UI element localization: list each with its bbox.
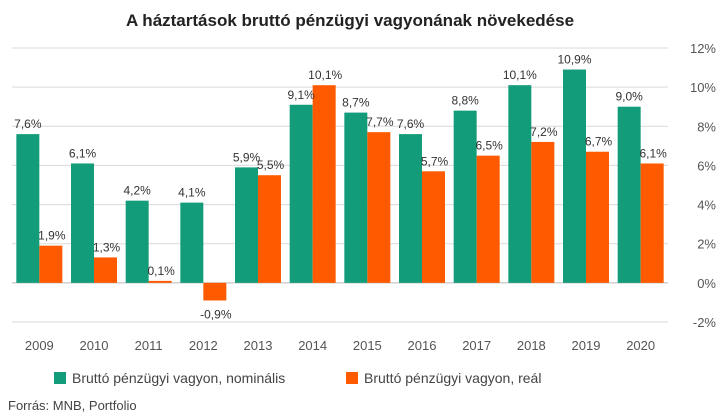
chart-title: A háztartások bruttó pénzügyi vagyonának… [126,11,574,30]
data-label: 5,5% [257,158,285,172]
bar [344,112,368,283]
y-tick-label: 2% [697,237,716,252]
bar [125,200,149,283]
bar [399,134,422,283]
y-axis-ticks: -2% 0% 2% 4% 6% 8% 10% 12% [690,41,716,330]
bar [586,151,609,283]
data-label: 6,7% [585,135,613,149]
x-tick-label: 2018 [517,338,546,353]
x-tick-label: 2011 [135,338,163,353]
x-tick-label: 2016 [408,338,437,353]
source-note: Forrás: MNB, Portfolio [8,398,137,413]
data-label: 10,1% [308,68,342,82]
bar [71,163,94,283]
data-label: 10,1% [503,68,537,82]
data-label: 1,9% [38,229,66,243]
data-label: 9,1% [287,88,315,102]
legend-label: Bruttó pénzügyi vagyon, reál [364,370,541,386]
bar [367,132,391,283]
data-label: 6,1% [69,146,97,160]
bar [476,155,500,283]
bar [94,257,117,283]
bar [508,85,532,283]
x-tick-label: 2012 [189,338,218,353]
data-label: 7,6% [14,117,42,131]
x-axis-ticks: 2009 2010 2011 2012 2013 2014 2015 2016 2017 2018… [25,338,655,353]
x-tick-label: 2020 [626,338,655,353]
y-tick-label: 12% [690,41,716,56]
data-label: 7,2% [530,125,558,139]
bar [258,175,281,283]
data-label: 6,1% [639,146,667,160]
data-label: 9,0% [615,90,643,104]
data-label: 7,7% [366,115,394,129]
x-tick-label: 2014 [298,338,327,353]
x-tick-label: 2013 [244,338,273,353]
grid-lines [12,47,668,323]
bar [640,163,664,283]
data-label: 8,8% [451,94,479,108]
bars [16,69,664,301]
bar [180,202,204,283]
data-label: 4,1% [178,186,206,200]
bar [563,69,586,283]
y-tick-label: 0% [697,276,716,291]
y-tick-label: 6% [697,158,716,173]
x-tick-label: 2015 [353,338,382,353]
bar [39,245,63,283]
bar [617,106,641,283]
data-label: 10,9% [557,53,591,67]
bar [531,141,555,283]
bar [422,171,445,283]
y-tick-label: -2% [693,315,717,330]
legend-swatch [346,372,358,384]
x-tick-label: 2009 [25,338,54,353]
y-tick-label: 4% [697,198,716,213]
bar [289,104,313,283]
data-label: 5,7% [421,154,449,168]
data-label: 4,2% [123,184,151,198]
y-tick-label: 10% [690,80,716,95]
data-label: -0,9% [200,307,232,321]
x-tick-label: 2019 [572,338,601,353]
bar [203,282,227,301]
bar [235,167,258,283]
data-label: 5,9% [233,150,261,164]
bar [312,85,336,283]
x-tick-label: 2017 [462,338,491,353]
bar [453,110,477,283]
legend: Bruttó pénzügyi vagyon, nominális Bruttó … [54,370,541,386]
data-label: 1,3% [93,240,121,254]
bar-labels: 7,6% 1,9% 6,1% 1,3% 4,2% 0,1% 4,1% -0,9% 5,9%5,5… [14,53,667,322]
data-label: 6,5% [475,139,503,153]
data-label: 8,7% [342,96,370,110]
bar [16,134,40,283]
legend-swatch [54,372,66,384]
y-tick-label: 8% [697,119,716,134]
data-label: 7,6% [397,117,425,131]
legend-label: Bruttó pénzügyi vagyon, nominális [72,370,285,386]
x-tick-label: 2010 [80,338,109,353]
data-label: 0,1% [147,264,175,278]
bar [148,280,172,283]
